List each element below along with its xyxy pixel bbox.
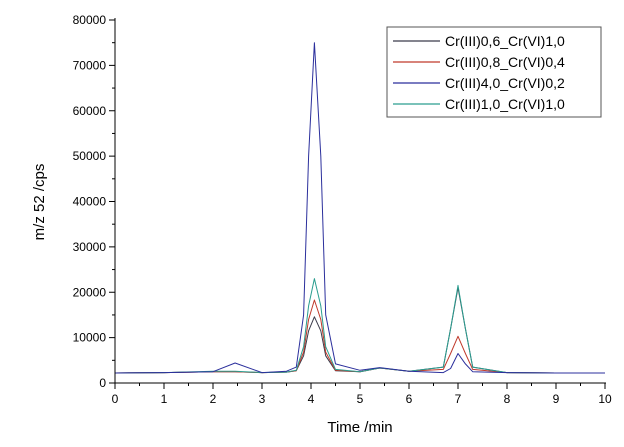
y-tick-label: 0: [99, 376, 106, 390]
x-tick-label: 1: [161, 392, 168, 406]
x-tick-label: 5: [357, 392, 364, 406]
legend-label: Cr(III)4,0_Cr(VI)0,2: [445, 75, 565, 91]
x-tick-label: 0: [112, 392, 119, 406]
x-tick-label: 10: [598, 392, 612, 406]
y-tick-label: 40000: [73, 195, 107, 209]
legend-label: Cr(III)0,6_Cr(VI)1,0: [445, 33, 565, 49]
x-tick-label: 7: [455, 392, 462, 406]
legend-label: Cr(III)1,0_Cr(VI)1,0: [445, 96, 565, 112]
y-tick-label: 20000: [73, 285, 107, 299]
series-line-3: [114, 278, 605, 374]
series-line-1: [114, 299, 605, 374]
x-tick-label: 4: [308, 392, 315, 406]
y-tick-label: 50000: [73, 149, 107, 163]
x-tick-label: 2: [210, 392, 217, 406]
legend-label: Cr(III)0,8_Cr(VI)0,4: [445, 54, 565, 70]
y-tick-label: 30000: [73, 240, 107, 254]
axis-ticks: 0 1 2 3 4 5 6 7 8 9 10 0 10000 20000 30000 40000 50000 60…: [73, 13, 612, 406]
x-axis-label: Time /min: [327, 419, 392, 436]
x-tick-label: 8: [504, 392, 511, 406]
legend: Cr(III)0,6_Cr(VI)1,0 Cr(III)0,8_Cr(VI)0,4…: [386, 26, 602, 118]
y-axis-label: m/z 52 /cps: [31, 164, 48, 241]
x-tick-label: 6: [406, 392, 413, 406]
series-line-2: [114, 42, 605, 374]
y-tick-label: 70000: [73, 58, 107, 72]
series-line-0: [114, 287, 605, 374]
y-tick-label: 60000: [73, 104, 107, 118]
legend-box: [386, 26, 602, 118]
x-tick-label: 3: [259, 392, 266, 406]
y-tick-label: 10000: [73, 331, 107, 345]
x-tick-label: 9: [553, 392, 560, 406]
series-lines: [114, 42, 605, 374]
y-tick-label: 80000: [73, 13, 107, 27]
